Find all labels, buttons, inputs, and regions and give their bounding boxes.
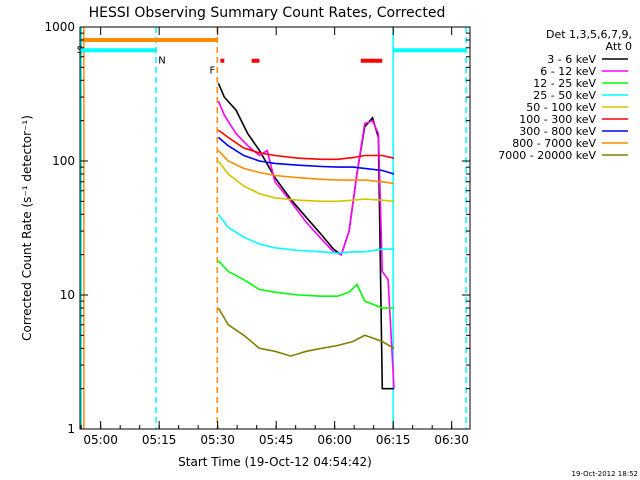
x-tick-label-0: 05:00 xyxy=(83,433,118,447)
legend-title-line2: Att 0 xyxy=(606,40,632,53)
series-line-6 xyxy=(217,136,395,175)
legend-entry-label-3: 25 - 50 keV xyxy=(533,89,596,102)
x-tick-label-5: 06:15 xyxy=(376,433,411,447)
y-tick-label-3: 1000 xyxy=(44,20,75,34)
x-tick-label-3: 05:45 xyxy=(259,433,294,447)
data-series xyxy=(217,82,395,390)
legend-entry-label-0: 3 - 6 keV xyxy=(547,53,596,66)
series-line-4 xyxy=(217,160,395,203)
series-line-2 xyxy=(217,260,394,309)
legend-entry-label-2: 12 - 25 keV xyxy=(533,77,596,90)
series-line-3 xyxy=(217,213,394,255)
legend-entry-label-8: 7000 - 20000 keV xyxy=(498,149,596,162)
y-tick-label-2: 100 xyxy=(52,154,75,168)
x-axis-label: Start Time (19-Oct-12 04:54:42) xyxy=(178,455,372,469)
y-tick-label-0: 1 xyxy=(67,422,75,436)
x-axis-ticks: 05:00 05:15 05:30 05:45 06:00 06:15 06:30 xyxy=(80,27,469,447)
series-line-5 xyxy=(217,129,395,161)
chart-title: HESSI Observing Summary Count Rates, Cor… xyxy=(89,5,446,21)
x-tick-label-6: 06:30 xyxy=(434,433,469,447)
legend-entry-label-1: 6 - 12 keV xyxy=(540,65,596,78)
x-tick-label-4: 06:00 xyxy=(317,433,352,447)
x-tick-label-1: 05:15 xyxy=(142,433,177,447)
series-line-8 xyxy=(217,307,395,357)
legend-entry-label-4: 50 - 100 keV xyxy=(526,101,596,114)
vertical-markers xyxy=(80,27,467,429)
y-axis-ticks: 1 10 100 1000 xyxy=(44,20,470,436)
flag-n-label: N xyxy=(158,55,165,66)
series-line-0 xyxy=(217,82,394,390)
legend-entry-label-6: 300 - 800 keV xyxy=(519,125,596,138)
y-tick-label-1: 10 xyxy=(60,288,75,302)
x-tick-label-2: 05:30 xyxy=(200,433,235,447)
status-flags: SNF xyxy=(77,37,467,77)
generated-timestamp: 19-Oct-2012 18:52 xyxy=(572,470,638,478)
flag-f-label: F xyxy=(210,66,216,77)
y-axis-label: Corrected Count Rate (s⁻¹ detector⁻¹) xyxy=(20,115,34,341)
legend-entry-label-7: 800 - 7000 keV xyxy=(512,137,596,150)
plot-frame xyxy=(79,26,471,430)
legend-title-line1: Det 1,3,5,6,7,9, xyxy=(546,28,632,41)
series-line-1 xyxy=(217,100,395,389)
series-line-7 xyxy=(217,149,395,185)
legend-entry-label-5: 100 - 300 keV xyxy=(519,113,596,126)
